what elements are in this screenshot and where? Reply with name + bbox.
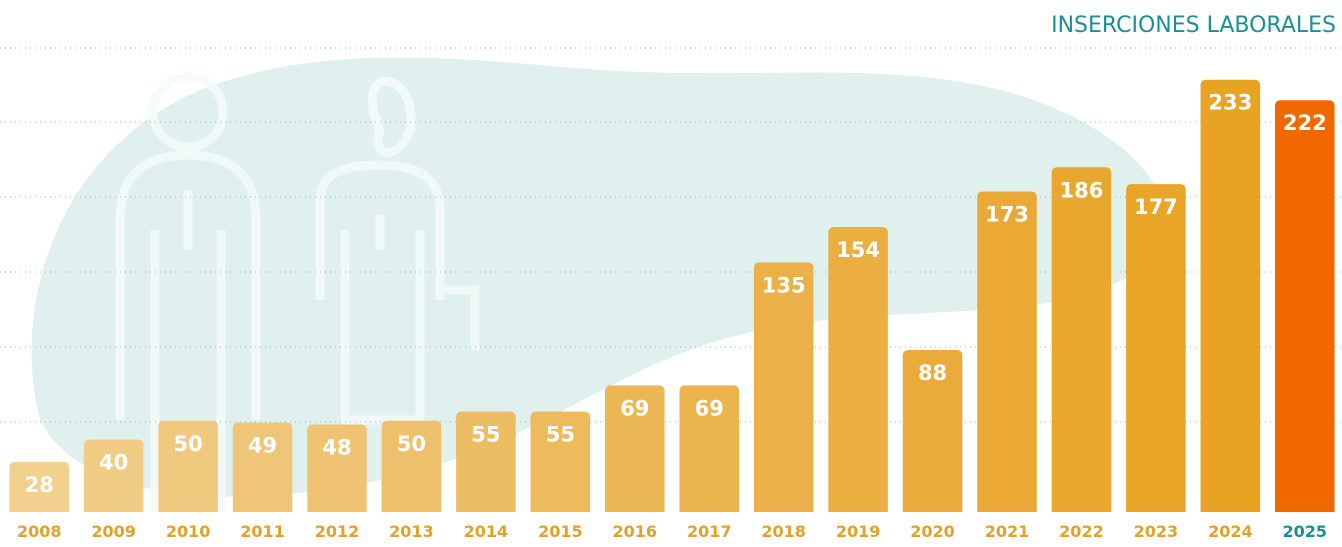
value-label: 186	[1060, 178, 1104, 202]
x-tick-label: 2025	[1283, 522, 1328, 541]
value-label: 135	[762, 273, 806, 297]
bar	[754, 262, 814, 512]
x-tick-label: 2023	[1134, 522, 1179, 541]
x-tick-label: 2015	[538, 522, 583, 541]
x-tick-label: 2021	[985, 522, 1030, 541]
x-tick-label: 2019	[836, 522, 881, 541]
x-tick-label: 2014	[464, 522, 509, 541]
x-tick-label: 2010	[166, 522, 211, 541]
value-label: 69	[620, 396, 649, 420]
value-label: 222	[1283, 111, 1327, 135]
value-label: 55	[471, 422, 500, 446]
chart: INSERCIONES LABORALES 28 2008 40 2009 50 2010…	[0, 0, 1342, 547]
value-label: 50	[173, 432, 202, 456]
bar	[1275, 100, 1335, 512]
value-label: 50	[397, 432, 426, 456]
x-tick-label: 2016	[613, 522, 658, 541]
bar	[1052, 167, 1112, 512]
value-label: 55	[546, 422, 575, 446]
value-label: 49	[248, 434, 277, 458]
value-label: 177	[1134, 195, 1178, 219]
bar	[977, 192, 1037, 512]
x-tick-label: 2012	[315, 522, 360, 541]
x-tick-label: 2009	[91, 522, 136, 541]
value-label: 69	[695, 396, 724, 420]
bar	[828, 227, 888, 512]
x-tick-label: 2008	[17, 522, 62, 541]
x-tick-label: 2020	[910, 522, 955, 541]
value-label: 40	[99, 450, 128, 474]
value-label: 173	[985, 203, 1029, 227]
x-tick-label: 2022	[1059, 522, 1104, 541]
value-label: 28	[25, 473, 54, 497]
value-label: 154	[836, 238, 880, 262]
value-label: 88	[918, 361, 947, 385]
chart-title: INSERCIONES LABORALES	[1051, 13, 1336, 38]
bar	[1201, 80, 1261, 512]
x-tick-label: 2024	[1208, 522, 1253, 541]
value-label: 233	[1208, 91, 1252, 115]
page: INSERCIONES LABORALES 28 2008 40 2009 50 2010…	[0, 0, 1342, 547]
bar	[1126, 184, 1186, 512]
x-tick-label: 2018	[761, 522, 806, 541]
value-label: 48	[322, 436, 351, 460]
x-tick-label: 2011	[240, 522, 285, 541]
x-tick-label: 2013	[389, 522, 434, 541]
x-tick-label: 2017	[687, 522, 732, 541]
